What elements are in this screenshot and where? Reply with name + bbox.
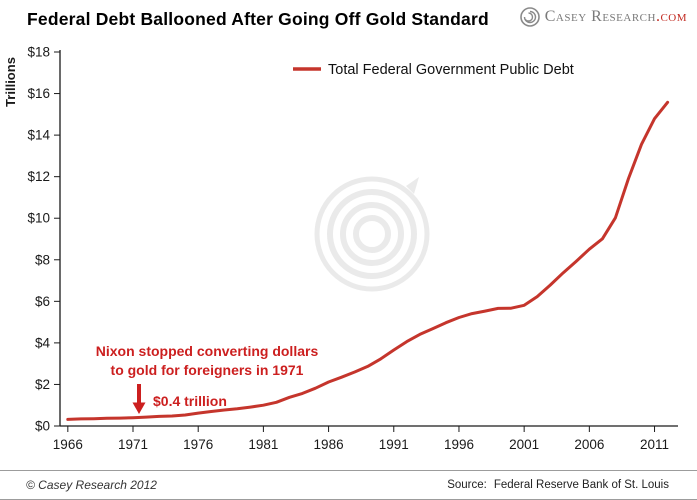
copyright-text: © Casey Research 2012 [26, 478, 157, 492]
y-tick-label: $14 [27, 128, 50, 143]
source-label: Source: [447, 479, 487, 491]
source-text: Source: Federal Reserve Bank of St. Louis [447, 479, 669, 491]
x-tick-label: 1991 [379, 437, 409, 452]
watermark-casey-logo [314, 176, 430, 292]
y-tick-label: $16 [27, 86, 50, 101]
brand-name-main: Casey Research [544, 8, 656, 25]
brand-name-tld: .com [655, 8, 687, 25]
x-tick-label: 1981 [248, 437, 278, 452]
chart-area: 1966 1971 1976 1981 1986 1991 1996 2001 2006 2011… [0, 38, 697, 470]
debt-line-chart: 1966 1971 1976 1981 1986 1991 1996 2001 2006 2011… [3, 45, 678, 452]
y-tick-label: $0 [35, 419, 50, 434]
annotation-value-label: $0.4 trillion [153, 393, 227, 409]
nixon-annotation: Nixon stopped converting dollars to gold… [96, 343, 319, 414]
y-tick-label: $18 [27, 45, 50, 60]
annotation-arrow-head [132, 402, 146, 414]
annotation-line1: Nixon stopped converting dollars [96, 343, 319, 359]
watermark-arrow [406, 177, 419, 194]
brand-logo: Casey Research.com [519, 6, 687, 28]
y-tick-label: $12 [27, 169, 50, 184]
casey-spiral-icon [519, 7, 540, 27]
debt-series [66, 100, 670, 421]
y-axis-title: Trillions [3, 57, 18, 107]
y-tick-label: $6 [35, 294, 50, 309]
y-tick-label: $10 [27, 211, 50, 226]
y-tick-label: $8 [35, 252, 50, 267]
chart-title: Federal Debt Ballooned After Going Off G… [27, 9, 489, 29]
legend: Total Federal Government Public Debt [293, 62, 574, 78]
y-tick-label: $4 [35, 335, 51, 350]
annotation-line2: to gold for foreigners in 1971 [111, 362, 304, 378]
brand-name: Casey Research.com [545, 8, 687, 26]
x-tick-label: 1966 [53, 437, 83, 452]
x-tick-label: 1971 [118, 437, 148, 452]
x-tick-label: 1996 [444, 437, 474, 452]
footer: © Casey Research 2012 Source: Federal Res… [0, 470, 697, 500]
legend-label: Total Federal Government Public Debt [328, 62, 574, 78]
axes: 1966 1971 1976 1981 1986 1991 1996 2001 2006 2011… [27, 45, 678, 452]
x-tick-label: 2001 [509, 437, 539, 452]
x-tick-label: 2011 [640, 437, 669, 452]
y-tick-label: $2 [35, 377, 50, 392]
x-tick-label: 2006 [574, 437, 604, 452]
source-value: Federal Reserve Bank of St. Louis [493, 479, 669, 491]
debt-line [66, 100, 670, 421]
header: Federal Debt Ballooned After Going Off G… [0, 0, 697, 38]
x-tick-label: 1976 [183, 437, 213, 452]
x-tick-label: 1986 [314, 437, 344, 452]
